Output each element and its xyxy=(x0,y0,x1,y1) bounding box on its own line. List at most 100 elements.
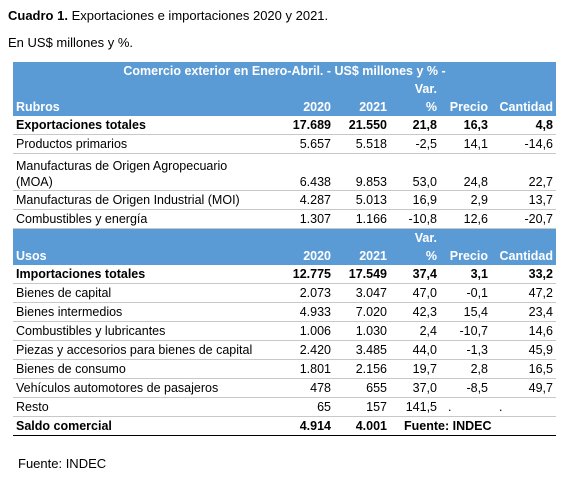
subtitle: En US$ millones y %. xyxy=(8,35,133,50)
table-body: Comercio exterior en Enero-Abril. - US$ … xyxy=(13,62,556,436)
cell-value: 1.801 xyxy=(282,359,334,379)
cell-value: . xyxy=(440,397,491,417)
table: Comercio exterior en Enero-Abril. - US$ … xyxy=(13,62,556,436)
row-label: Resto xyxy=(13,397,282,417)
header-blank xyxy=(13,228,282,247)
cell-value: 13,7 xyxy=(491,190,556,210)
cell-value: 14,6 xyxy=(491,321,556,341)
cell-value: 4.914 xyxy=(282,416,334,436)
row-label: Bienes de consumo xyxy=(13,359,282,379)
header-cell: 2020 xyxy=(282,98,334,116)
row-label: Importaciones totales xyxy=(13,265,282,284)
cell-value: -0,1 xyxy=(440,283,491,303)
cell-value: 2,8 xyxy=(440,359,491,379)
header-cell: Var. xyxy=(390,228,440,247)
cell-value: 6.438 xyxy=(282,153,334,191)
header-blank xyxy=(282,228,334,247)
row-label: Saldo comercial xyxy=(13,416,282,436)
header-row: Rubros 2020 2021% Precio Cantidad xyxy=(13,98,556,116)
caption: Comercio exterior en Enero-Abril. - US$ … xyxy=(13,62,556,80)
cell-value: Fuente: INDEC xyxy=(390,416,556,436)
cell-value: 24,8 xyxy=(440,153,491,191)
cell-value: 47,0 xyxy=(390,283,440,303)
row-label: Combustibles y lubricantes xyxy=(13,321,282,341)
cell-value: . xyxy=(491,397,556,417)
row-label: Manufacturas de Origen Agropecuario (MOA) xyxy=(13,153,282,191)
table-row: Combustibles y lubricantes 1.006 1.030 2,4-… xyxy=(13,321,556,341)
cell-value: 655 xyxy=(334,378,390,398)
caption-row: Comercio exterior en Enero-Abril. - US$ … xyxy=(13,62,556,80)
cell-value: 1.030 xyxy=(334,321,390,341)
cell-value: -14,6 xyxy=(491,134,556,154)
cell-value: 37,4 xyxy=(390,265,440,284)
cell-value: 141,5 xyxy=(390,397,440,417)
cell-value: 16,3 xyxy=(440,116,491,135)
title-text: Exportaciones e importaciones 2020 y 202… xyxy=(71,8,329,23)
table-row: Importaciones totales 12.775 17.549 37,4 3,1… xyxy=(13,265,556,284)
header-cell: Precio xyxy=(440,247,491,265)
table-row: Combustibles y energía 1.307 1.166 -10,8 12,… xyxy=(13,209,556,229)
row-label: Manufacturas de Origen Industrial (MOI) xyxy=(13,190,282,210)
header-blank xyxy=(334,80,390,98)
cell-value: 3,1 xyxy=(440,265,491,284)
cell-value: 5.518 xyxy=(334,134,390,154)
cell-value: -1,3 xyxy=(440,340,491,360)
header-cell: 2020 xyxy=(282,247,334,265)
cell-value: -8,5 xyxy=(440,378,491,398)
table-row: Exportaciones totales 17.689 21.550 21,8 16,… xyxy=(13,116,556,135)
header-blank xyxy=(491,80,556,98)
header-blank xyxy=(440,228,491,247)
table-row: Vehículos automotores de pasajeros 478 655… xyxy=(13,378,556,398)
cell-value: 2.156 xyxy=(334,359,390,379)
cell-value: 37,0 xyxy=(390,378,440,398)
cell-value: -10,8 xyxy=(390,209,440,229)
table-row: Resto 65 157 141,5.. xyxy=(13,397,556,417)
cell-value: 1.307 xyxy=(282,209,334,229)
cell-value: 9.853 xyxy=(334,153,390,191)
header-cell: % xyxy=(390,98,440,116)
header-cell: 2021 xyxy=(334,247,390,265)
table-row: Productos primarios 5.657 5.518 -2,5 14,1 -14… xyxy=(13,134,556,154)
table-row: Manufacturas de Origen Agropecuario (MOA)… xyxy=(13,153,556,191)
cell-value: 17.689 xyxy=(282,116,334,135)
cell-value: 1.006 xyxy=(282,321,334,341)
title-label: Cuadro 1. xyxy=(8,8,68,23)
cell-value: 3.047 xyxy=(334,283,390,303)
cell-value: 1.166 xyxy=(334,209,390,229)
cell-value: 15,4 xyxy=(440,302,491,322)
cell-value: 53,0 xyxy=(390,153,440,191)
row-label: Bienes intermedios xyxy=(13,302,282,322)
row-label: Bienes de capital xyxy=(13,283,282,303)
cell-value: 16,5 xyxy=(491,359,556,379)
cell-value: 7.020 xyxy=(334,302,390,322)
cell-value: 4.001 xyxy=(334,416,390,436)
cell-value: 5.013 xyxy=(334,190,390,210)
header-blank xyxy=(491,228,556,247)
cell-value: 21.550 xyxy=(334,116,390,135)
cell-value: 2,4 xyxy=(390,321,440,341)
title: Cuadro 1. Exportaciones e importaciones … xyxy=(8,8,328,23)
table-row: Manufacturas de Origen Industrial (MOI) 4… xyxy=(13,190,556,210)
cell-value: 45,9 xyxy=(491,340,556,360)
cell-value: 44,0 xyxy=(390,340,440,360)
table-row: Bienes de capital 2.073 3.047 47,0 -0,1 47,2 xyxy=(13,283,556,303)
cell-value: 4.287 xyxy=(282,190,334,210)
cell-value: 42,3 xyxy=(390,302,440,322)
cell-value: 23,4 xyxy=(491,302,556,322)
cell-value: -2,5 xyxy=(390,134,440,154)
cell-value: 21,8 xyxy=(390,116,440,135)
cell-value: 65 xyxy=(282,397,334,417)
cell-value: 5.657 xyxy=(282,134,334,154)
cell-value: 3.485 xyxy=(334,340,390,360)
cell-value: 33,2 xyxy=(491,265,556,284)
row-label: Piezas y accesorios para bienes de capit… xyxy=(13,340,282,360)
cell-value: 14,1 xyxy=(440,134,491,154)
header-cell: Rubros xyxy=(13,98,282,116)
cell-line: Manufacturas de Origen Agropecuario xyxy=(16,159,228,173)
cell-value: 49,7 xyxy=(491,378,556,398)
header-cell: % xyxy=(390,247,440,265)
cell-value: 19,7 xyxy=(390,359,440,379)
cell-value: 12,6 xyxy=(440,209,491,229)
footer: Fuente: INDEC xyxy=(18,456,107,471)
